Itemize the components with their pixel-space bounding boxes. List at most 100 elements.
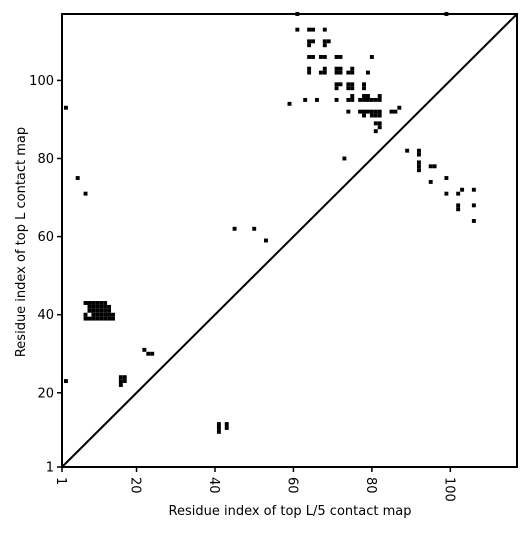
contact-point	[369, 109, 374, 114]
contact-point	[118, 379, 123, 384]
contact-point	[416, 164, 421, 169]
x-tick-label: 20	[128, 477, 143, 494]
contact-point	[338, 55, 343, 59]
contact-point	[389, 109, 394, 114]
contact-point	[377, 94, 382, 98]
contact-point	[91, 304, 96, 309]
contact-point	[471, 219, 476, 223]
contact-point	[307, 55, 312, 59]
contact-point	[456, 207, 461, 212]
contact-point	[377, 97, 382, 102]
contact-point	[107, 304, 112, 309]
contact-point	[307, 43, 312, 48]
contact-point	[216, 422, 221, 426]
contact-point	[107, 308, 112, 313]
contact-point	[83, 301, 88, 305]
contact-point	[307, 70, 312, 75]
contact-point	[307, 66, 312, 71]
contact-point	[322, 55, 327, 59]
contact-point	[75, 176, 80, 180]
contact-point	[365, 109, 370, 114]
contact-point	[373, 129, 378, 134]
contact-point	[365, 94, 370, 98]
contact-point	[322, 39, 327, 44]
contact-point	[95, 308, 100, 313]
contact-point	[95, 312, 100, 317]
contact-point	[287, 101, 292, 106]
contact-point	[346, 86, 351, 91]
contact-point	[362, 86, 366, 91]
contact-point	[416, 152, 421, 157]
contact-point	[460, 187, 465, 192]
contact-point	[350, 70, 355, 75]
contact-point	[224, 426, 229, 430]
contact-point	[83, 191, 88, 196]
contact-point	[326, 39, 331, 44]
y-tick-label: 100	[29, 74, 54, 89]
contact-point	[369, 55, 374, 59]
contact-point	[377, 121, 382, 126]
contact-point	[416, 168, 421, 173]
contact-point	[350, 97, 355, 102]
contact-point	[318, 55, 323, 59]
contact-point	[87, 301, 92, 305]
contact-point	[334, 70, 339, 75]
contact-point	[393, 109, 398, 114]
contact-point	[322, 66, 327, 71]
contact-point	[416, 148, 421, 153]
contact-point	[350, 86, 355, 91]
contact-point	[428, 179, 433, 184]
contact-point	[456, 191, 461, 196]
contact-point	[224, 422, 229, 426]
contact-point	[311, 55, 315, 59]
contact-point	[99, 301, 104, 305]
contact-point	[252, 226, 257, 231]
plot-frame	[61, 13, 518, 468]
contact-point	[334, 86, 339, 91]
contact-point	[444, 191, 449, 196]
contact-point	[471, 203, 476, 208]
contact-point	[377, 125, 382, 130]
x-tick-label: 40	[206, 477, 221, 494]
x-tick-label: 100	[441, 477, 456, 502]
x-tick-label: 1	[53, 477, 68, 485]
contact-point	[307, 27, 312, 32]
contact-point	[334, 55, 339, 59]
contact-point	[63, 105, 68, 110]
contact-point	[416, 160, 421, 165]
y-tick-label: 20	[37, 386, 54, 401]
contact-point	[142, 347, 147, 352]
y-tick-label: 60	[37, 230, 54, 245]
contact-point	[322, 43, 327, 48]
contact-point	[307, 39, 312, 44]
contact-point	[346, 109, 351, 114]
contact-point	[103, 316, 108, 321]
contact-point	[334, 97, 339, 102]
contact-point	[362, 82, 366, 87]
contact-point	[346, 97, 351, 102]
contact-point	[373, 121, 378, 126]
contact-point	[122, 379, 127, 384]
contact-point	[99, 308, 104, 313]
contact-point	[99, 316, 104, 321]
contact-point	[369, 97, 374, 102]
contact-point	[362, 94, 366, 98]
contact-point	[111, 312, 115, 317]
contact-point	[216, 426, 221, 430]
contact-point	[377, 113, 382, 118]
contact-point	[350, 66, 355, 71]
contact-point	[91, 312, 96, 317]
contact-point	[334, 82, 339, 87]
y-tick-label: 80	[37, 152, 54, 167]
contact-point	[365, 97, 370, 102]
contact-point	[118, 383, 123, 387]
contact-point	[87, 304, 92, 309]
contact-point	[91, 308, 96, 313]
contact-point	[346, 70, 351, 75]
contact-point	[150, 351, 155, 356]
contact-point	[99, 312, 104, 317]
contact-point	[232, 226, 237, 231]
contact-point	[350, 82, 355, 87]
contact-point	[95, 316, 100, 321]
